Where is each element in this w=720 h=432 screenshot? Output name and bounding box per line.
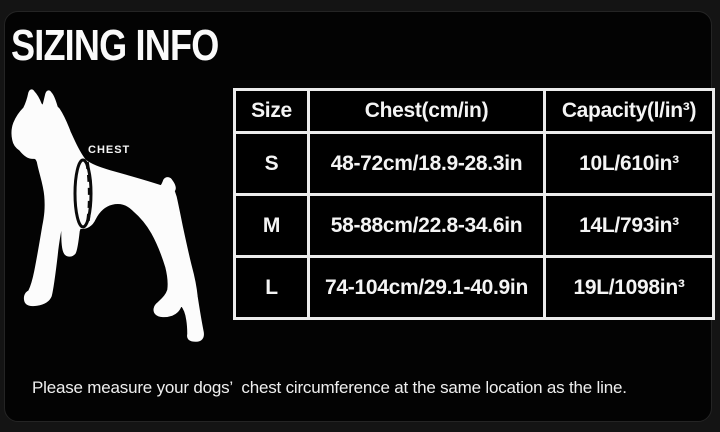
page-title: SIZING INFO — [11, 21, 219, 70]
size-cell: S — [233, 131, 310, 196]
table-header-row: Size Chest(cm/in) Capacity(l/in³) — [233, 88, 715, 134]
sizing-table: Size Chest(cm/in) Capacity(l/in³) S 48-7… — [233, 88, 715, 320]
chest-cell: 48-72cm/18.9-28.3in — [307, 131, 546, 196]
measurement-note: Please measure your dogs’ chest circumfe… — [32, 378, 627, 397]
chest-cell: 74-104cm/29.1-40.9in — [307, 255, 546, 320]
size-cell: L — [233, 255, 310, 320]
chest-label: CHEST — [88, 144, 131, 156]
chest-cell: 58-88cm/22.8-34.6in — [307, 193, 546, 258]
table-row-m: M 58-88cm/22.8-34.6in 14L/793in³ — [233, 193, 715, 258]
capacity-cell: 19L/1098in³ — [543, 255, 715, 320]
size-cell: M — [233, 193, 310, 258]
capacity-cell: 10L/610in³ — [543, 131, 715, 196]
capacity-cell: 14L/793in³ — [543, 193, 715, 258]
table-row-s: S 48-72cm/18.9-28.3in 10L/610in³ — [233, 131, 715, 196]
col-header-size: Size — [233, 88, 310, 134]
table-row-l: L 74-104cm/29.1-40.9in 19L/1098in³ — [233, 255, 715, 320]
col-header-chest: Chest(cm/in) — [307, 88, 546, 134]
col-header-capacity: Capacity(l/in³) — [543, 88, 715, 134]
